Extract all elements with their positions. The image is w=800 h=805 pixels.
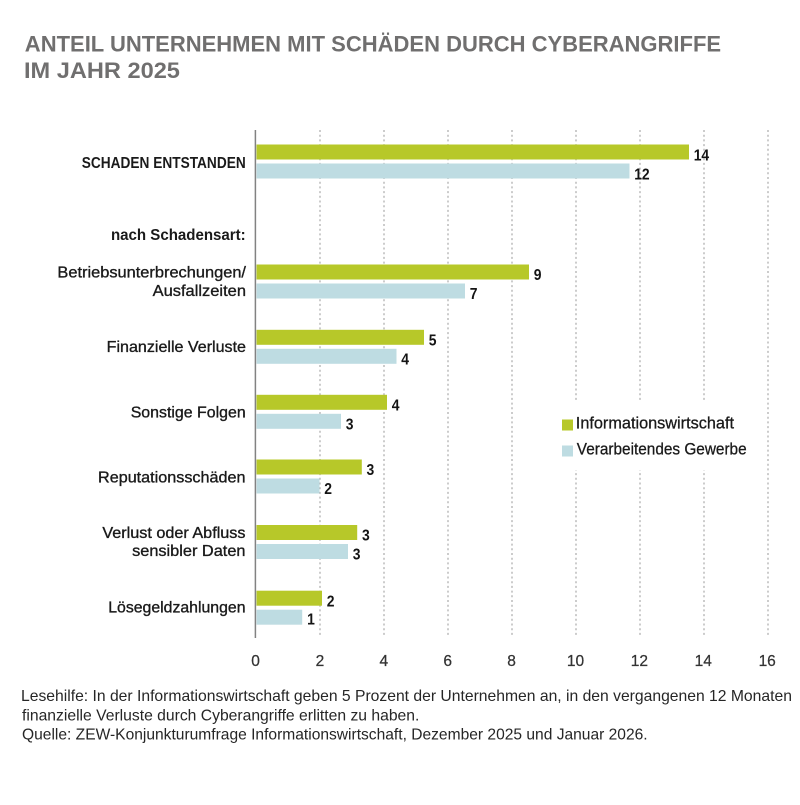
svg-text:4: 4	[379, 653, 388, 670]
svg-text:14: 14	[694, 147, 710, 165]
svg-text:Verarbeitendes Gewerbe: Verarbeitendes Gewerbe	[577, 440, 747, 459]
svg-text:10: 10	[567, 653, 585, 670]
svg-text:Quelle: ZEW-Konjunkturumfrage: Quelle: ZEW-Konjunkturumfrage Informatio…	[22, 726, 648, 743]
svg-text:7: 7	[470, 285, 478, 303]
svg-text:Informationswirtschaft: Informationswirtschaft	[576, 413, 735, 432]
svg-text:2: 2	[316, 653, 325, 670]
svg-text:3: 3	[346, 416, 354, 434]
svg-text:Finanzielle Verluste: Finanzielle Verluste	[107, 338, 246, 356]
svg-text:12: 12	[631, 653, 648, 670]
svg-text:finanzielle Verluste durch Cyb: finanzielle Verluste durch Cyberangriffe…	[22, 708, 419, 725]
svg-text:0: 0	[251, 653, 260, 670]
svg-text:5: 5	[429, 332, 437, 350]
svg-text:12: 12	[634, 166, 649, 184]
svg-text:3: 3	[353, 546, 361, 564]
svg-text:Verlust oder Abfluss: Verlust oder Abfluss	[102, 524, 245, 542]
svg-text:sensibler Daten: sensibler Daten	[132, 542, 245, 560]
svg-text:2: 2	[327, 592, 335, 610]
svg-text:16: 16	[759, 653, 776, 670]
svg-text:8: 8	[507, 653, 516, 670]
svg-text:2: 2	[324, 480, 332, 498]
svg-text:SCHADEN ENTSTANDEN: SCHADEN ENTSTANDEN	[82, 155, 246, 172]
svg-text:3: 3	[362, 527, 370, 545]
svg-text:IM JAHR 2025: IM JAHR 2025	[24, 58, 180, 83]
svg-text:6: 6	[443, 653, 452, 670]
svg-text:Reputationsschäden: Reputationsschäden	[98, 469, 245, 487]
svg-text:Lesehilfe: In der Informations: Lesehilfe: In der Informationswirtschaft…	[21, 688, 792, 705]
svg-text:14: 14	[695, 653, 713, 670]
svg-text:nach Schadensart:: nach Schadensart:	[111, 227, 246, 244]
svg-text:9: 9	[534, 266, 542, 284]
svg-text:Ausfallzeiten: Ausfallzeiten	[153, 282, 246, 300]
svg-text:Betriebsunterbrechungen/: Betriebsunterbrechungen/	[57, 264, 246, 282]
svg-text:4: 4	[392, 397, 400, 415]
svg-text:Lösegeldzahlungen: Lösegeldzahlungen	[108, 599, 245, 616]
svg-text:1: 1	[307, 611, 315, 629]
svg-text:3: 3	[367, 461, 375, 479]
svg-text:Sonstige Folgen: Sonstige Folgen	[131, 404, 246, 421]
svg-text:4: 4	[401, 351, 409, 369]
svg-text:ANTEIL UNTERNEHMEN MIT SCHÄDEN: ANTEIL UNTERNEHMEN MIT SCHÄDEN DURCH CYB…	[25, 32, 721, 57]
